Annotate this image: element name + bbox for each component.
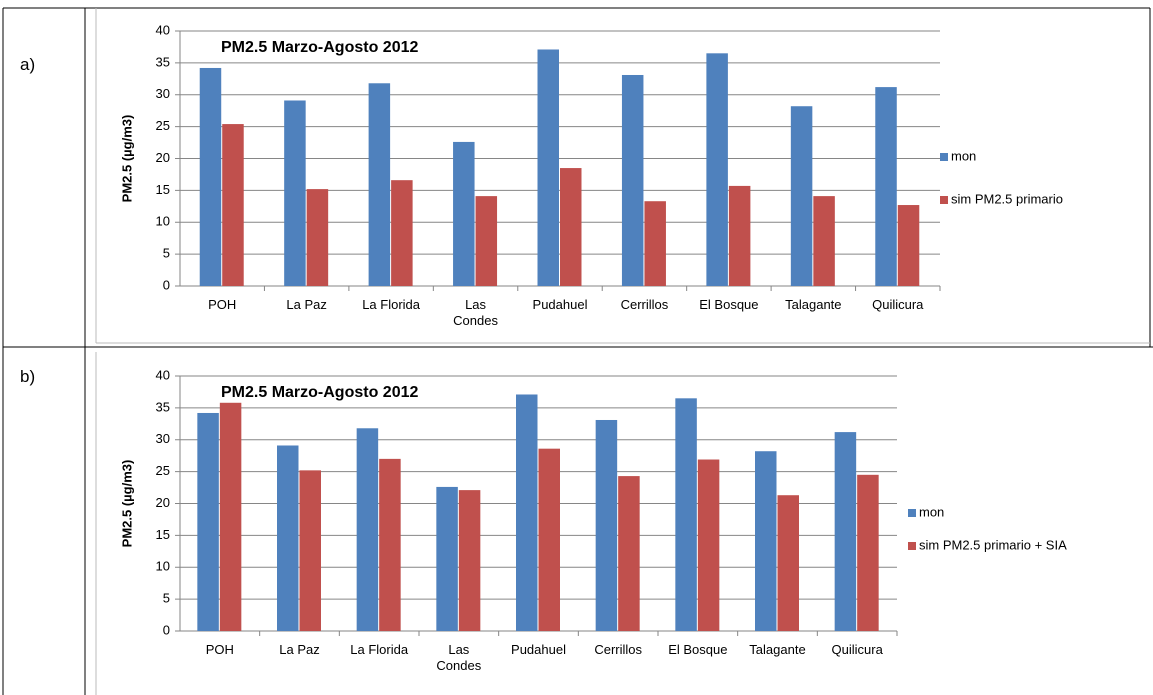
y-tick-label: 40 <box>156 367 170 382</box>
legend-swatch <box>908 509 916 517</box>
bar <box>813 196 835 286</box>
x-tick-label: Cerrillos <box>594 642 642 657</box>
legend-swatch <box>940 153 948 161</box>
legend-swatch <box>940 196 948 204</box>
bar <box>222 124 244 286</box>
bar <box>621 74 644 286</box>
bar <box>516 394 538 631</box>
legend-label: sim PM2.5 primario + SIA <box>919 537 1067 552</box>
y-tick-label: 15 <box>156 527 170 542</box>
bar <box>537 49 559 286</box>
x-tick-label: POH <box>205 642 234 657</box>
y-tick-label: 5 <box>163 591 170 606</box>
bar <box>368 83 391 287</box>
bar <box>697 459 720 631</box>
y-tick-label: 40 <box>156 22 170 37</box>
y-tick-label: 10 <box>156 559 170 574</box>
bar <box>755 451 777 631</box>
bar <box>277 445 299 631</box>
bar <box>875 87 897 286</box>
y-tick-label: 20 <box>156 495 170 510</box>
bar <box>595 419 618 631</box>
bar <box>436 486 458 631</box>
legend-swatch <box>908 542 916 550</box>
bar <box>356 428 379 631</box>
y-tick-label: 30 <box>156 431 170 446</box>
bar <box>644 201 666 286</box>
x-tick-label: Las Condes <box>453 297 498 328</box>
x-tick-label: Cerrillos <box>620 297 669 312</box>
y-tick-label: 25 <box>156 118 170 133</box>
y-tick-label: 0 <box>163 277 170 292</box>
bar <box>453 141 475 286</box>
bar <box>777 495 799 631</box>
bar <box>197 412 219 631</box>
bar <box>306 189 329 286</box>
legend-label: mon <box>919 504 944 519</box>
bar <box>706 53 728 286</box>
bar <box>897 205 920 286</box>
bar <box>675 398 697 631</box>
bar <box>458 490 481 631</box>
bar <box>475 196 498 286</box>
x-tick-label: Talagante <box>749 642 806 657</box>
x-tick-label: Talagante <box>785 297 842 312</box>
y-axis-label: PM2.5 (µg/m3) <box>119 460 134 548</box>
bar <box>538 448 560 631</box>
bar <box>299 470 321 631</box>
y-axis-label: PM2.5 (µg/m3) <box>119 115 134 203</box>
y-tick-label: 20 <box>156 150 170 165</box>
chart-title: PM2.5 Marzo-Agosto 2012 <box>221 384 418 401</box>
bar <box>284 100 306 286</box>
x-tick-label: La Paz <box>286 297 327 312</box>
y-tick-label: 35 <box>156 399 170 414</box>
bar <box>790 106 813 286</box>
panel-label: b) <box>20 367 36 386</box>
x-tick-label: Quilicura <box>872 297 924 312</box>
bar <box>618 476 640 631</box>
bar <box>560 168 582 286</box>
y-tick-label: 5 <box>163 246 170 261</box>
bar <box>728 185 751 286</box>
legend-label: mon <box>951 148 976 163</box>
y-tick-label: 30 <box>156 86 170 101</box>
bar <box>391 180 413 286</box>
x-tick-label: Las Condes <box>436 642 482 673</box>
panel-label: a) <box>20 55 36 74</box>
x-tick-label: Pudahuel <box>511 642 566 657</box>
x-tick-label: Quilicura <box>831 642 883 657</box>
x-tick-label: Pudahuel <box>532 297 588 312</box>
x-tick-label: La Florida <box>362 297 421 312</box>
y-tick-label: 15 <box>156 182 170 197</box>
x-tick-label: POH <box>208 297 237 312</box>
y-tick-label: 0 <box>163 622 170 637</box>
bar <box>199 67 222 286</box>
legend-label: sim PM2.5 primario <box>951 191 1063 206</box>
x-tick-label: El Bosque <box>699 297 759 312</box>
bar <box>219 402 242 631</box>
y-tick-label: 35 <box>156 54 170 69</box>
bar <box>857 474 879 631</box>
bar <box>834 432 857 631</box>
y-tick-label: 25 <box>156 463 170 478</box>
x-tick-label: La Florida <box>350 642 409 657</box>
chart-title: PM2.5 Marzo-Agosto 2012 <box>221 39 418 56</box>
x-tick-label: El Bosque <box>668 642 728 657</box>
y-tick-label: 10 <box>156 214 170 229</box>
bar <box>379 458 401 631</box>
x-tick-label: La Paz <box>279 642 320 657</box>
